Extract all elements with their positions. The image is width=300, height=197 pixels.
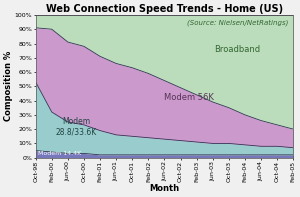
Text: Broadband: Broadband [214,45,260,54]
Text: Modem
28.8/33.6K: Modem 28.8/33.6K [55,117,97,136]
Text: Modem 56K: Modem 56K [164,93,214,102]
Y-axis label: Composition %: Composition % [4,51,13,122]
Title: Web Connection Speed Trends - Home (US): Web Connection Speed Trends - Home (US) [46,4,283,14]
X-axis label: Month: Month [149,184,180,193]
Text: (Source: Nielsen/NetRatings): (Source: Nielsen/NetRatings) [187,19,288,26]
Text: Modem 14.4K: Modem 14.4K [38,151,81,156]
